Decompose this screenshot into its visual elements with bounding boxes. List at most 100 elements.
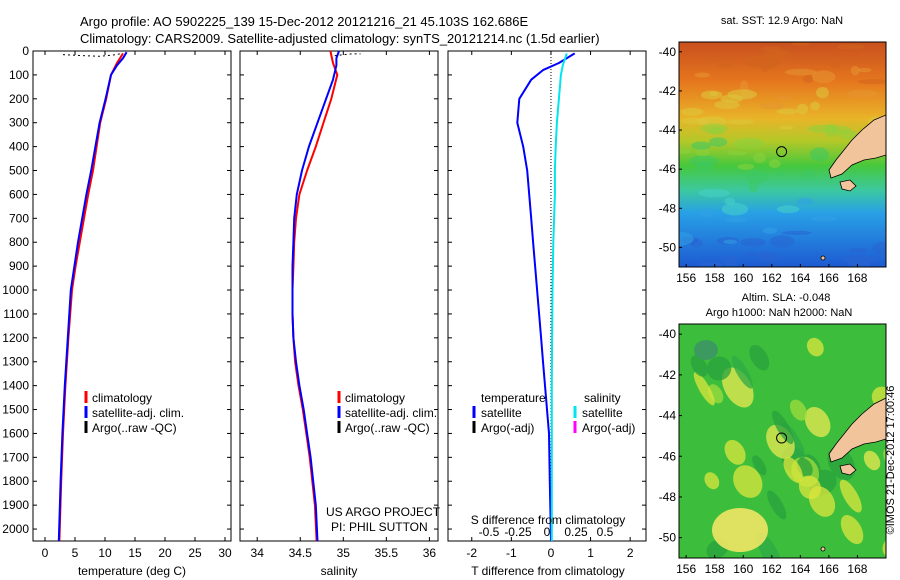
sst-texture-patch	[747, 251, 757, 257]
sst-texture-patch	[690, 238, 703, 248]
map-y-tick-label: -40	[659, 327, 677, 341]
temperature-difference-label: T difference from climatology	[471, 564, 625, 578]
new-zealand-landmass	[820, 397, 886, 552]
depth-tick-label: 400	[9, 140, 29, 154]
salinity-legend: climatology satellite-adj. clim. Argo(..…	[337, 391, 437, 435]
sst-texture-patch	[857, 79, 886, 85]
sst-texture-patch	[756, 55, 781, 69]
sst-texture-patch	[771, 50, 793, 60]
sla-texture-patch	[724, 439, 746, 465]
x-tick-label: 35	[337, 546, 351, 560]
sst-texture-patch	[759, 102, 785, 110]
x-tick-label: 20	[158, 546, 172, 560]
legend-label-temp-satellite: satellite	[481, 406, 522, 420]
depth-tick-label: 800	[9, 235, 29, 249]
sst-texture-patch	[698, 188, 731, 198]
map-x-tick-label: 166	[819, 271, 839, 285]
salinity-diff-tick-label: 0.5	[597, 525, 614, 539]
sst-texture-patch	[850, 65, 860, 76]
sla-map-frame	[678, 323, 887, 559]
series-line-satellite-adj-clim-	[291, 50, 340, 542]
sst-texture-patch	[847, 89, 878, 98]
x-tick-label: 34.5	[289, 546, 313, 560]
map-x-tick-label: 156	[676, 562, 696, 576]
sst-texture-patch	[700, 123, 728, 134]
sst-map-ticks: 156 158 160 162 164 166 168 -40 -42 -44 -46 -48 -50	[659, 45, 868, 285]
sst-texture-patch	[776, 205, 800, 214]
x-tick-label: 5	[72, 546, 79, 560]
depth-tick-label: 1600	[2, 426, 29, 440]
series-line-salinity-satellite	[550, 53, 568, 541]
difference-depth-ticks	[448, 50, 646, 530]
sst-texture-patch	[679, 149, 692, 155]
sst-texture-patch	[809, 147, 829, 162]
difference-legend: temperature satellite Argo(-adj) salinit…	[472, 391, 635, 435]
sst-texture-patch	[716, 63, 734, 68]
map-x-tick-label: 168	[847, 271, 867, 285]
sst-texture-patch	[776, 108, 798, 115]
sst-texture-patch	[769, 235, 795, 248]
map-y-tick-label: -48	[659, 490, 677, 504]
sla-texture-patch	[798, 475, 822, 500]
sst-texture-patch	[709, 137, 728, 147]
depth-tick-label: 1800	[2, 474, 29, 488]
sst-texture-patch	[698, 262, 724, 267]
map-x-tick-label: 160	[733, 271, 753, 285]
x-tick-label: 0	[42, 546, 49, 560]
argo-location-marker	[776, 432, 788, 444]
sst-texture-patch	[836, 43, 866, 50]
legend-label-temp-argo: Argo(-adj)	[481, 421, 534, 435]
depth-tick-label: 500	[9, 164, 29, 178]
map-x-tick-label: 164	[790, 562, 810, 576]
depth-tick-label: 2000	[2, 522, 29, 536]
sst-texture-patch	[796, 103, 809, 115]
temperature-legend: climatology satellite-adj. clim. Argo(..…	[84, 391, 184, 435]
sst-texture-patch	[709, 91, 719, 97]
difference-axes-box	[447, 50, 647, 542]
series-line-satellite-adj-clim-	[57, 51, 128, 542]
depth-tick-label: 1100	[3, 307, 29, 321]
sst-texture-patch	[810, 101, 821, 111]
salinity-axis-ticks: 34 34.5 35 35.5 36	[251, 51, 436, 560]
salinity-depth-ticks	[240, 50, 438, 530]
sst-texture-patch	[759, 251, 770, 258]
sst-texture-patch	[733, 137, 765, 150]
x-tick-label: 30	[218, 546, 232, 560]
temperature-panel: 0100200300400500600700800900100011001200…	[2, 44, 232, 578]
sst-map-frame	[678, 41, 887, 268]
sla-map-subtitle: Argo h1000: NaN h2000: NaN	[706, 307, 853, 319]
legend-label-satellite: satellite-adj. clim.	[345, 406, 437, 420]
sla-texture-patch	[772, 410, 794, 444]
x-tick-label: 10	[98, 546, 112, 560]
sla-texture-patch	[783, 456, 803, 483]
depth-tick-label: 1000	[2, 283, 29, 297]
x-tick-label: -2	[466, 546, 477, 560]
sla-map-panel: Altim. SLA: -0.048 Argo h1000: NaN h2000…	[659, 292, 897, 576]
x-tick-label: 1	[587, 546, 594, 560]
depth-tick-label: 700	[9, 211, 29, 225]
sst-texture-patch	[760, 46, 782, 51]
depth-tick-label: 1300	[2, 355, 29, 369]
sla-texture-patch	[733, 465, 763, 498]
sst-texture-patch	[848, 260, 871, 267]
depth-tick-label: 1400	[2, 379, 29, 393]
sst-texture-patch	[737, 163, 755, 170]
temperature-axis-label: temperature (deg C)	[78, 564, 186, 578]
sst-texture-patch	[872, 241, 886, 254]
map-y-tick-label: -44	[659, 409, 677, 423]
sst-texture-patch	[848, 247, 868, 253]
map-x-tick-label: 168	[847, 562, 867, 576]
map-y-tick-label: -42	[659, 84, 677, 98]
sst-texture-patch	[726, 119, 754, 125]
sla-texture-patch	[789, 399, 808, 421]
sst-texture-patch	[727, 150, 747, 156]
legend-title-temperature: temperature	[481, 391, 546, 405]
salinity-series	[291, 50, 361, 542]
series-line-temperature-satellite	[516, 52, 576, 542]
x-tick-label: 34	[251, 546, 265, 560]
salinity-axes-box	[239, 50, 439, 542]
depth-tick-label: 100	[9, 68, 29, 82]
sla-texture-patch	[863, 450, 881, 471]
salinity-diff-tick-label: -0.5	[479, 525, 500, 539]
